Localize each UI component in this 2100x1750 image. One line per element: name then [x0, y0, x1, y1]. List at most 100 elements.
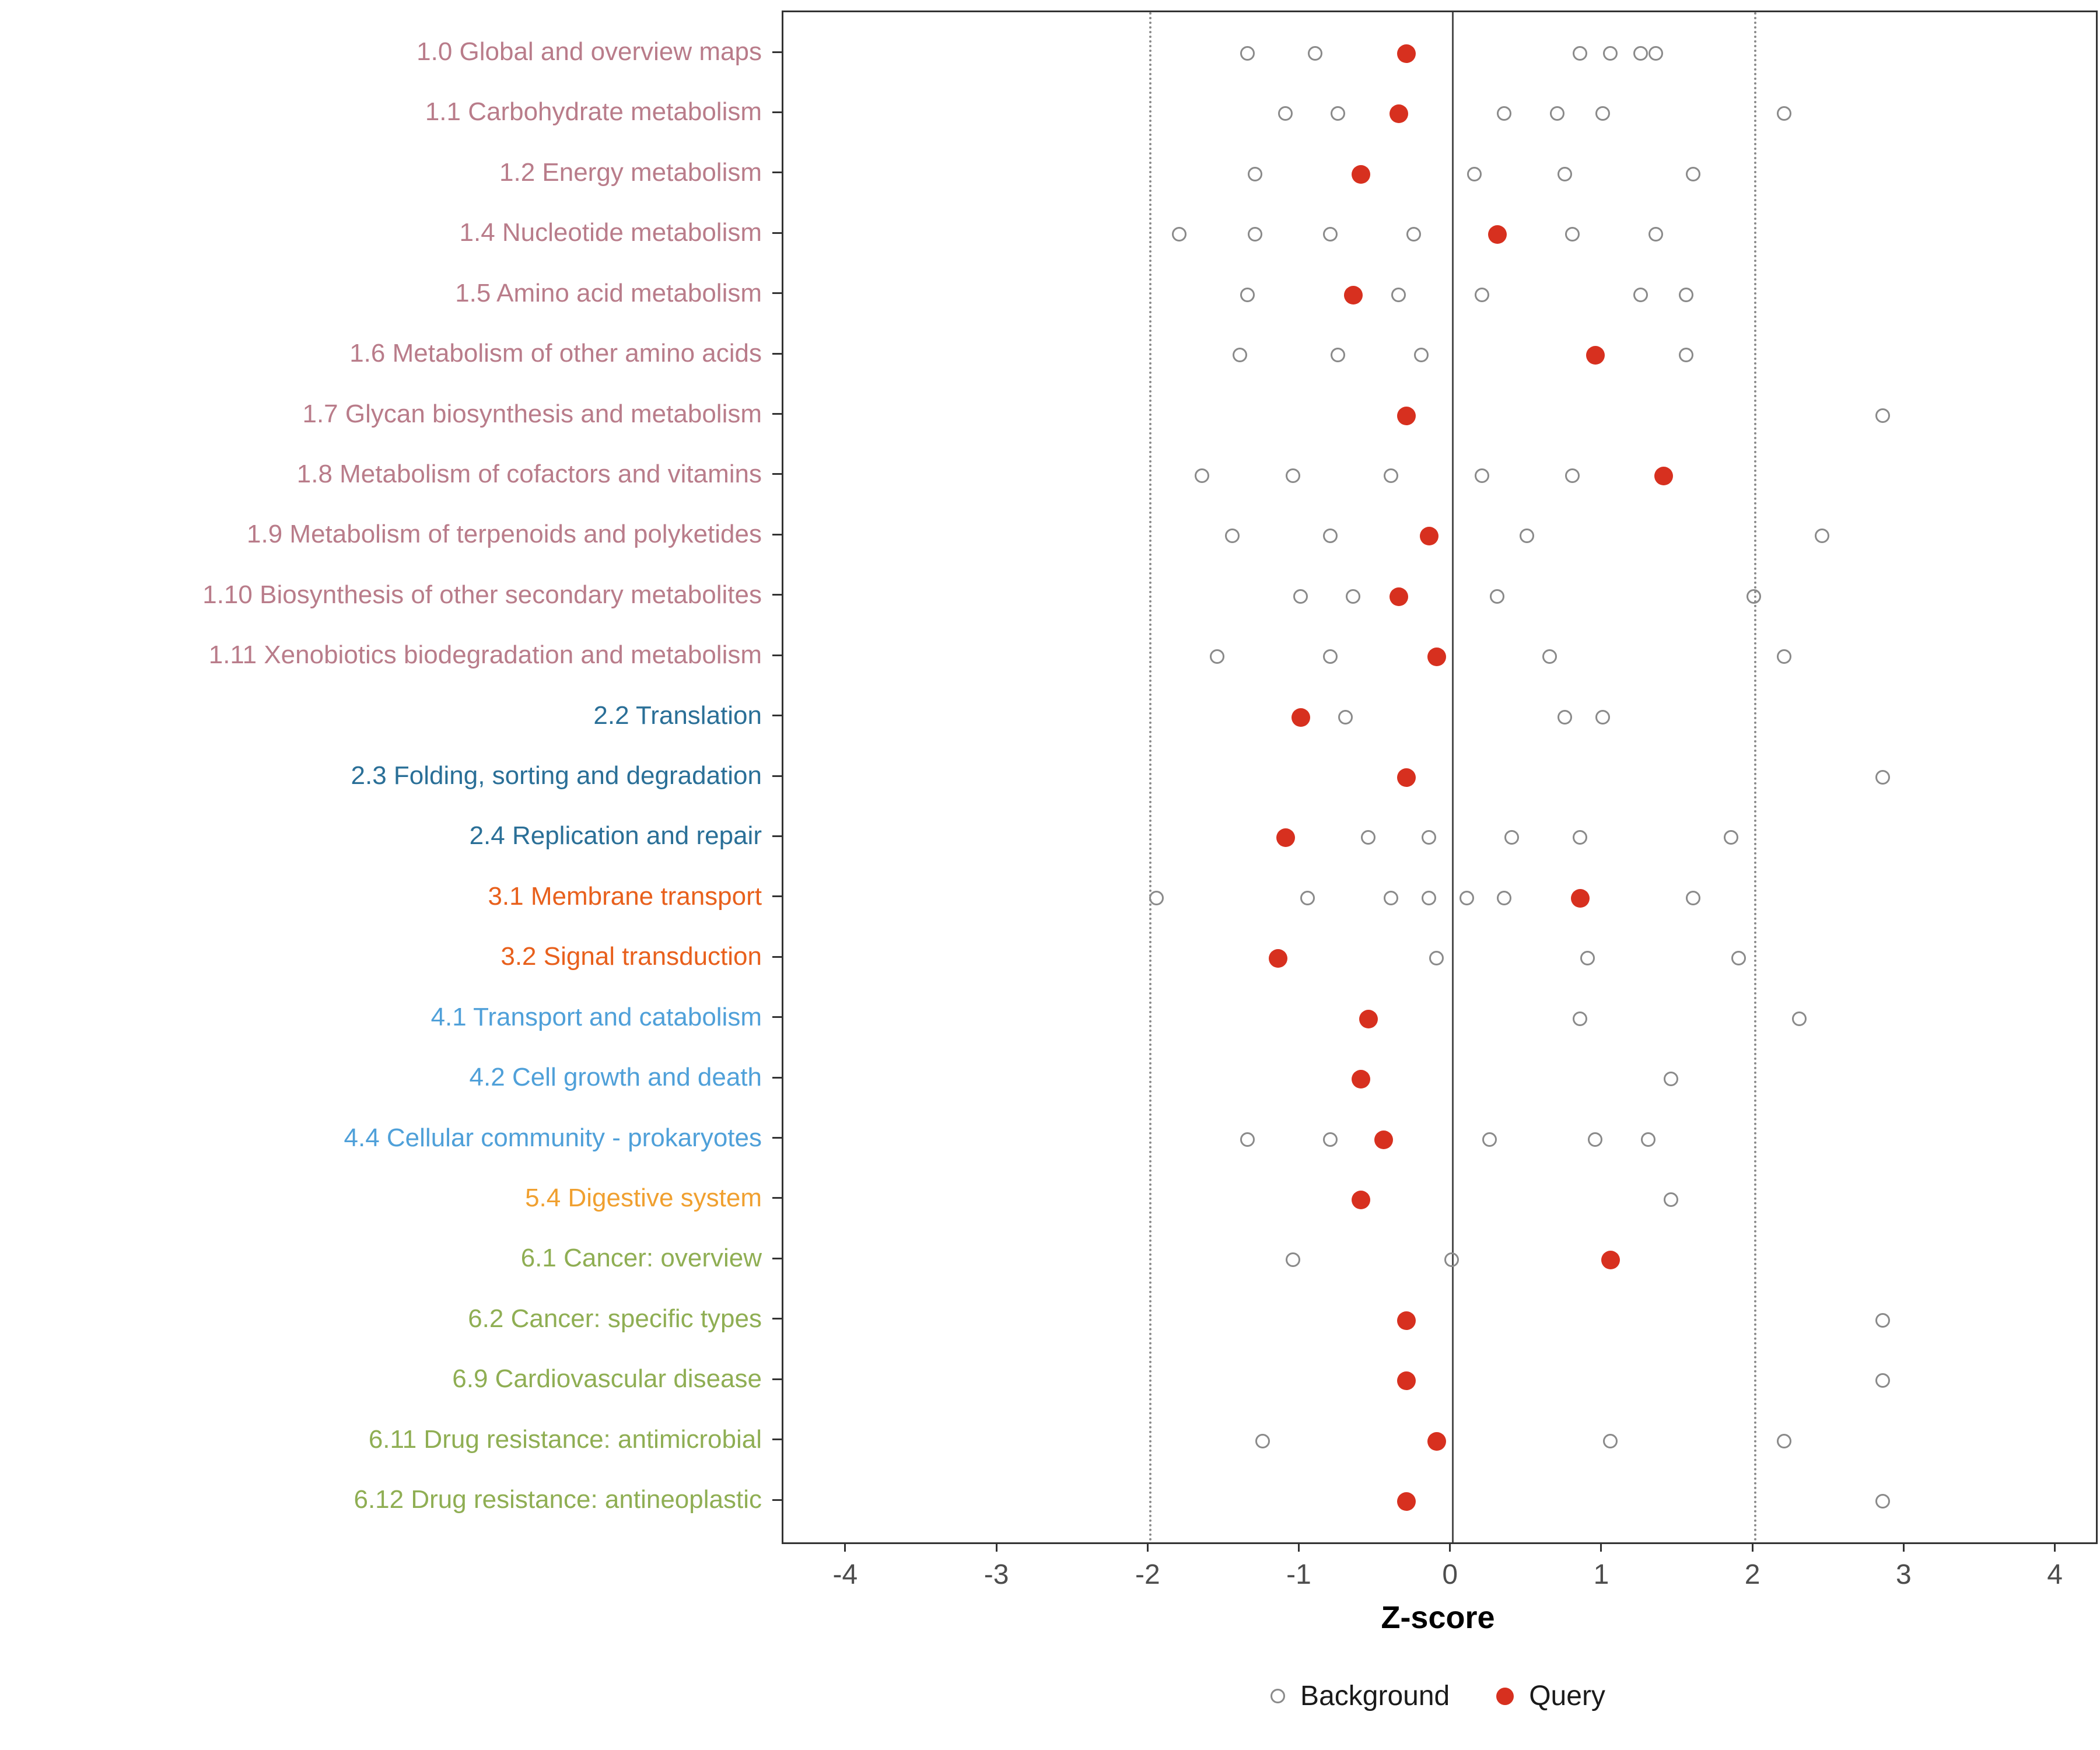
y-tick-mark [772, 1076, 782, 1079]
query-point [1374, 1130, 1394, 1149]
background-point [1323, 649, 1338, 664]
query-point [1344, 285, 1363, 304]
background-point [1331, 106, 1346, 121]
background-point [1633, 287, 1648, 302]
query-point [1390, 104, 1408, 124]
query-point [1396, 1492, 1416, 1511]
background-point [1232, 348, 1247, 363]
background-point [1580, 951, 1595, 966]
background-point [1391, 287, 1406, 302]
background-point [1429, 951, 1444, 966]
legend-item-background: Background [1270, 1680, 1450, 1712]
zero-reference-line [1451, 12, 1454, 1542]
y-tick-mark [772, 352, 782, 355]
y-tick-mark [772, 111, 782, 113]
y-axis-label: 1.11 Xenobiotics biodegradation and meta… [208, 640, 762, 670]
x-tick-mark [1449, 1542, 1451, 1552]
background-point [1565, 468, 1580, 483]
y-tick-mark [772, 51, 782, 53]
x-tick-label: 4 [2047, 1559, 2063, 1590]
y-tick-mark [772, 292, 782, 295]
y-axis-label: 1.8 Metabolism of cofactors and vitamins [296, 459, 762, 488]
background-point [1293, 589, 1308, 604]
background-point [1338, 709, 1353, 724]
y-axis-label: 6.9 Cardiovascular disease [452, 1364, 762, 1394]
query-point [1427, 648, 1446, 667]
background-point [1640, 1132, 1656, 1147]
y-tick-mark [772, 232, 782, 234]
y-tick-mark [772, 1257, 782, 1259]
background-point [1875, 408, 1890, 423]
legend: Background Query [782, 1680, 2094, 1712]
y-axis-label: 4.2 Cell growth and death [469, 1063, 762, 1092]
y-axis-label: 1.9 Metabolism of terpenoids and polyket… [247, 520, 762, 549]
query-point [1291, 708, 1310, 727]
background-point [1663, 1192, 1678, 1207]
background-point [1209, 649, 1224, 664]
query-point [1352, 1190, 1371, 1209]
y-tick-mark [772, 835, 782, 837]
background-point [1482, 1132, 1497, 1147]
background-point [1595, 106, 1610, 121]
x-tick-mark [1146, 1542, 1149, 1552]
y-tick-mark [772, 715, 782, 717]
y-axis-label: 1.2 Energy metabolism [499, 158, 762, 187]
query-point [1352, 1070, 1371, 1089]
background-point [1361, 830, 1376, 845]
background-point [1240, 46, 1255, 61]
y-tick-mark [772, 1438, 782, 1441]
x-tick-mark [1751, 1542, 1754, 1552]
plot-panel [782, 10, 2098, 1544]
background-point [1323, 227, 1338, 242]
y-axis-label: 2.3 Folding, sorting and degradation [351, 761, 762, 790]
y-axis-label: 3.1 Membrane transport [488, 881, 762, 911]
background-marker-icon [1270, 1689, 1286, 1703]
legend-item-query: Query [1496, 1680, 1605, 1712]
background-point [1686, 890, 1701, 905]
background-point [1308, 46, 1323, 61]
background-point [1558, 166, 1573, 181]
background-point [1300, 890, 1315, 905]
background-point [1489, 589, 1504, 604]
background-point [1587, 1132, 1602, 1147]
y-tick-mark [772, 1016, 782, 1019]
query-point [1396, 1311, 1416, 1330]
query-point [1396, 406, 1416, 425]
y-tick-mark [772, 895, 782, 898]
background-point [1875, 1373, 1890, 1388]
reference-line [1149, 12, 1152, 1542]
background-point [1149, 890, 1164, 905]
background-point [1504, 830, 1520, 845]
y-axis-label: 6.1 Cancer: overview [520, 1244, 762, 1273]
y-tick-mark [772, 1499, 782, 1501]
y-tick-mark [772, 413, 782, 415]
x-tick-label: 3 [1896, 1559, 1912, 1590]
background-point [1731, 951, 1746, 966]
query-point [1352, 164, 1371, 184]
background-point [1421, 830, 1436, 845]
background-point [1663, 1072, 1678, 1087]
y-axis-label: 1.7 Glycan biosynthesis and metabolism [302, 399, 762, 428]
background-point [1746, 589, 1762, 604]
background-point [1497, 106, 1512, 121]
x-tick-label: -4 [832, 1559, 858, 1590]
background-point [1565, 227, 1580, 242]
background-point [1172, 227, 1187, 242]
x-tick-mark [1298, 1542, 1300, 1552]
y-tick-mark [772, 533, 782, 536]
y-axis-label: 1.4 Nucleotide metabolism [459, 218, 762, 247]
query-point [1359, 1009, 1378, 1028]
background-point [1466, 166, 1482, 181]
background-point [1444, 1252, 1459, 1268]
background-point [1724, 830, 1739, 845]
y-axis-label: 1.5 Amino acid metabolism [455, 278, 762, 307]
background-point [1278, 106, 1293, 121]
query-point [1396, 1371, 1416, 1391]
query-point [1396, 768, 1416, 787]
background-point [1384, 468, 1399, 483]
background-point [1602, 1433, 1618, 1448]
legend-background-label: Background [1300, 1681, 1450, 1712]
y-axis-label: 1.10 Biosynthesis of other secondary met… [202, 580, 762, 609]
background-point [1224, 528, 1240, 544]
